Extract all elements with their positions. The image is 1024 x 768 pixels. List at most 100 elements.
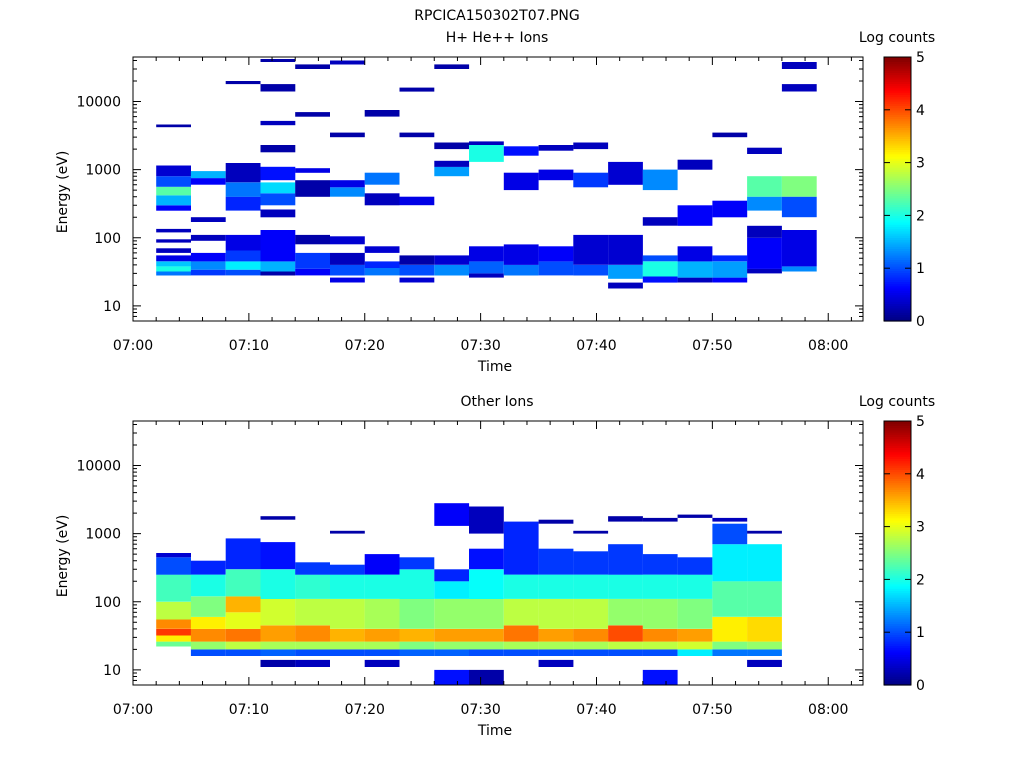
heatmap-cell xyxy=(573,142,609,150)
heatmap-cell xyxy=(156,574,191,602)
heatmap-cell xyxy=(225,81,261,85)
colorbar-segment xyxy=(884,546,911,550)
heatmap-cell xyxy=(225,250,261,262)
heatmap-cell xyxy=(642,628,678,642)
heatmap-cell xyxy=(190,234,226,241)
colorbar-segment xyxy=(884,652,911,655)
heatmap-cell xyxy=(330,60,365,65)
colorbar-segment xyxy=(884,517,911,521)
colorbar-segment xyxy=(884,246,911,249)
heatmap-cell xyxy=(608,641,643,650)
colorbar-segment xyxy=(884,277,911,280)
heatmap-cell xyxy=(156,255,191,262)
colorbar-segment xyxy=(884,421,911,424)
heatmap-cell xyxy=(469,548,504,570)
heatmap-cell xyxy=(538,598,574,629)
heatmap-cell xyxy=(538,169,574,181)
heatmap-cell xyxy=(747,581,782,617)
heatmap-cell xyxy=(156,176,191,187)
colorbar-segment xyxy=(884,555,911,558)
colorbar-segment xyxy=(884,85,911,89)
colorbar-segment xyxy=(884,597,911,600)
colorbar-segment xyxy=(884,440,911,444)
colorbar-segment xyxy=(884,307,911,311)
heatmap-cell xyxy=(295,112,330,117)
colorbar-segment xyxy=(884,427,911,431)
colorbar-segment xyxy=(884,550,911,554)
heatmap-cell xyxy=(434,255,470,265)
colorbar-segment xyxy=(884,471,911,475)
heatmap-cell xyxy=(156,271,191,276)
colorbar-segment xyxy=(884,294,911,298)
colorbar-segment xyxy=(884,489,911,492)
x-tick-label: 07:40 xyxy=(576,702,616,718)
colorbar-segment xyxy=(884,92,911,95)
heatmap-cell xyxy=(538,641,574,650)
y-tick-label: 10 xyxy=(103,663,121,679)
colorbar-segment xyxy=(884,136,911,139)
colorbar-segment xyxy=(884,577,911,580)
heatmap-cell xyxy=(295,180,330,197)
colorbar-segment xyxy=(884,63,911,67)
heatmap-cell xyxy=(503,264,539,276)
heatmap-cell xyxy=(712,200,748,218)
heatmap-cell xyxy=(677,514,713,518)
colorbar-segment xyxy=(884,312,911,315)
colorbar-segment xyxy=(884,632,911,635)
x-tick-label: 07:20 xyxy=(345,702,385,718)
colorbar-segment xyxy=(884,195,911,199)
colorbar-segment xyxy=(884,423,911,426)
colorbar-segment xyxy=(884,222,911,225)
colorbar-segment xyxy=(884,255,911,258)
heatmap-cell xyxy=(330,236,365,245)
heatmap-cell xyxy=(712,255,748,262)
heatmap-cell xyxy=(573,530,609,534)
heatmap-cell xyxy=(190,596,226,617)
colorbar-segment xyxy=(884,61,911,65)
heatmap-cell xyxy=(399,255,435,265)
heatmap-cell xyxy=(399,87,435,92)
colorbar-segment xyxy=(884,303,911,307)
colorbar-segment xyxy=(884,484,911,488)
colorbar-segment xyxy=(884,263,911,267)
colorbar-segment xyxy=(884,57,911,60)
colorbar-segment xyxy=(884,528,911,532)
heatmap-cell xyxy=(538,145,574,151)
colorbar-segment xyxy=(884,456,911,459)
heatmap-cell xyxy=(573,172,609,188)
heatmap-cell xyxy=(712,544,748,582)
colorbar-segment xyxy=(884,513,911,517)
heatmap-cell xyxy=(573,264,609,276)
colorbar-segment xyxy=(884,266,911,269)
heatmap-cell xyxy=(642,169,678,191)
heatmap-cell xyxy=(608,649,643,656)
heatmap-cell xyxy=(156,557,191,575)
heatmap-cell xyxy=(364,172,400,185)
colorbar-tick-label: 1 xyxy=(916,261,925,277)
colorbar-segment xyxy=(884,645,911,649)
colorbar-segment xyxy=(884,627,911,631)
colorbar-segment xyxy=(884,191,911,194)
heatmap-cell xyxy=(260,542,296,570)
heatmap-cell xyxy=(781,176,817,197)
colorbar-segment xyxy=(884,90,911,93)
heatmap-cell xyxy=(712,261,748,278)
colorbar-tick-label: 2 xyxy=(916,572,925,588)
heatmap-cell xyxy=(469,273,504,278)
heatmap-cell xyxy=(503,625,539,642)
colorbar-segment xyxy=(884,553,911,556)
colorbar-segment xyxy=(884,473,911,477)
heatmap-cell xyxy=(781,230,817,267)
colorbar-segment xyxy=(884,454,911,457)
heatmap-cell xyxy=(399,132,435,138)
colorbar-segment xyxy=(884,125,911,128)
heatmap-cell xyxy=(225,612,261,629)
colorbar-segment xyxy=(884,590,911,594)
colorbar-segment xyxy=(884,643,911,646)
heatmap-cell xyxy=(747,196,782,211)
heatmap-cell xyxy=(225,569,261,597)
heatmap-cell xyxy=(225,641,261,650)
colorbar-segment xyxy=(884,112,911,115)
colorbar-segment xyxy=(884,614,911,618)
